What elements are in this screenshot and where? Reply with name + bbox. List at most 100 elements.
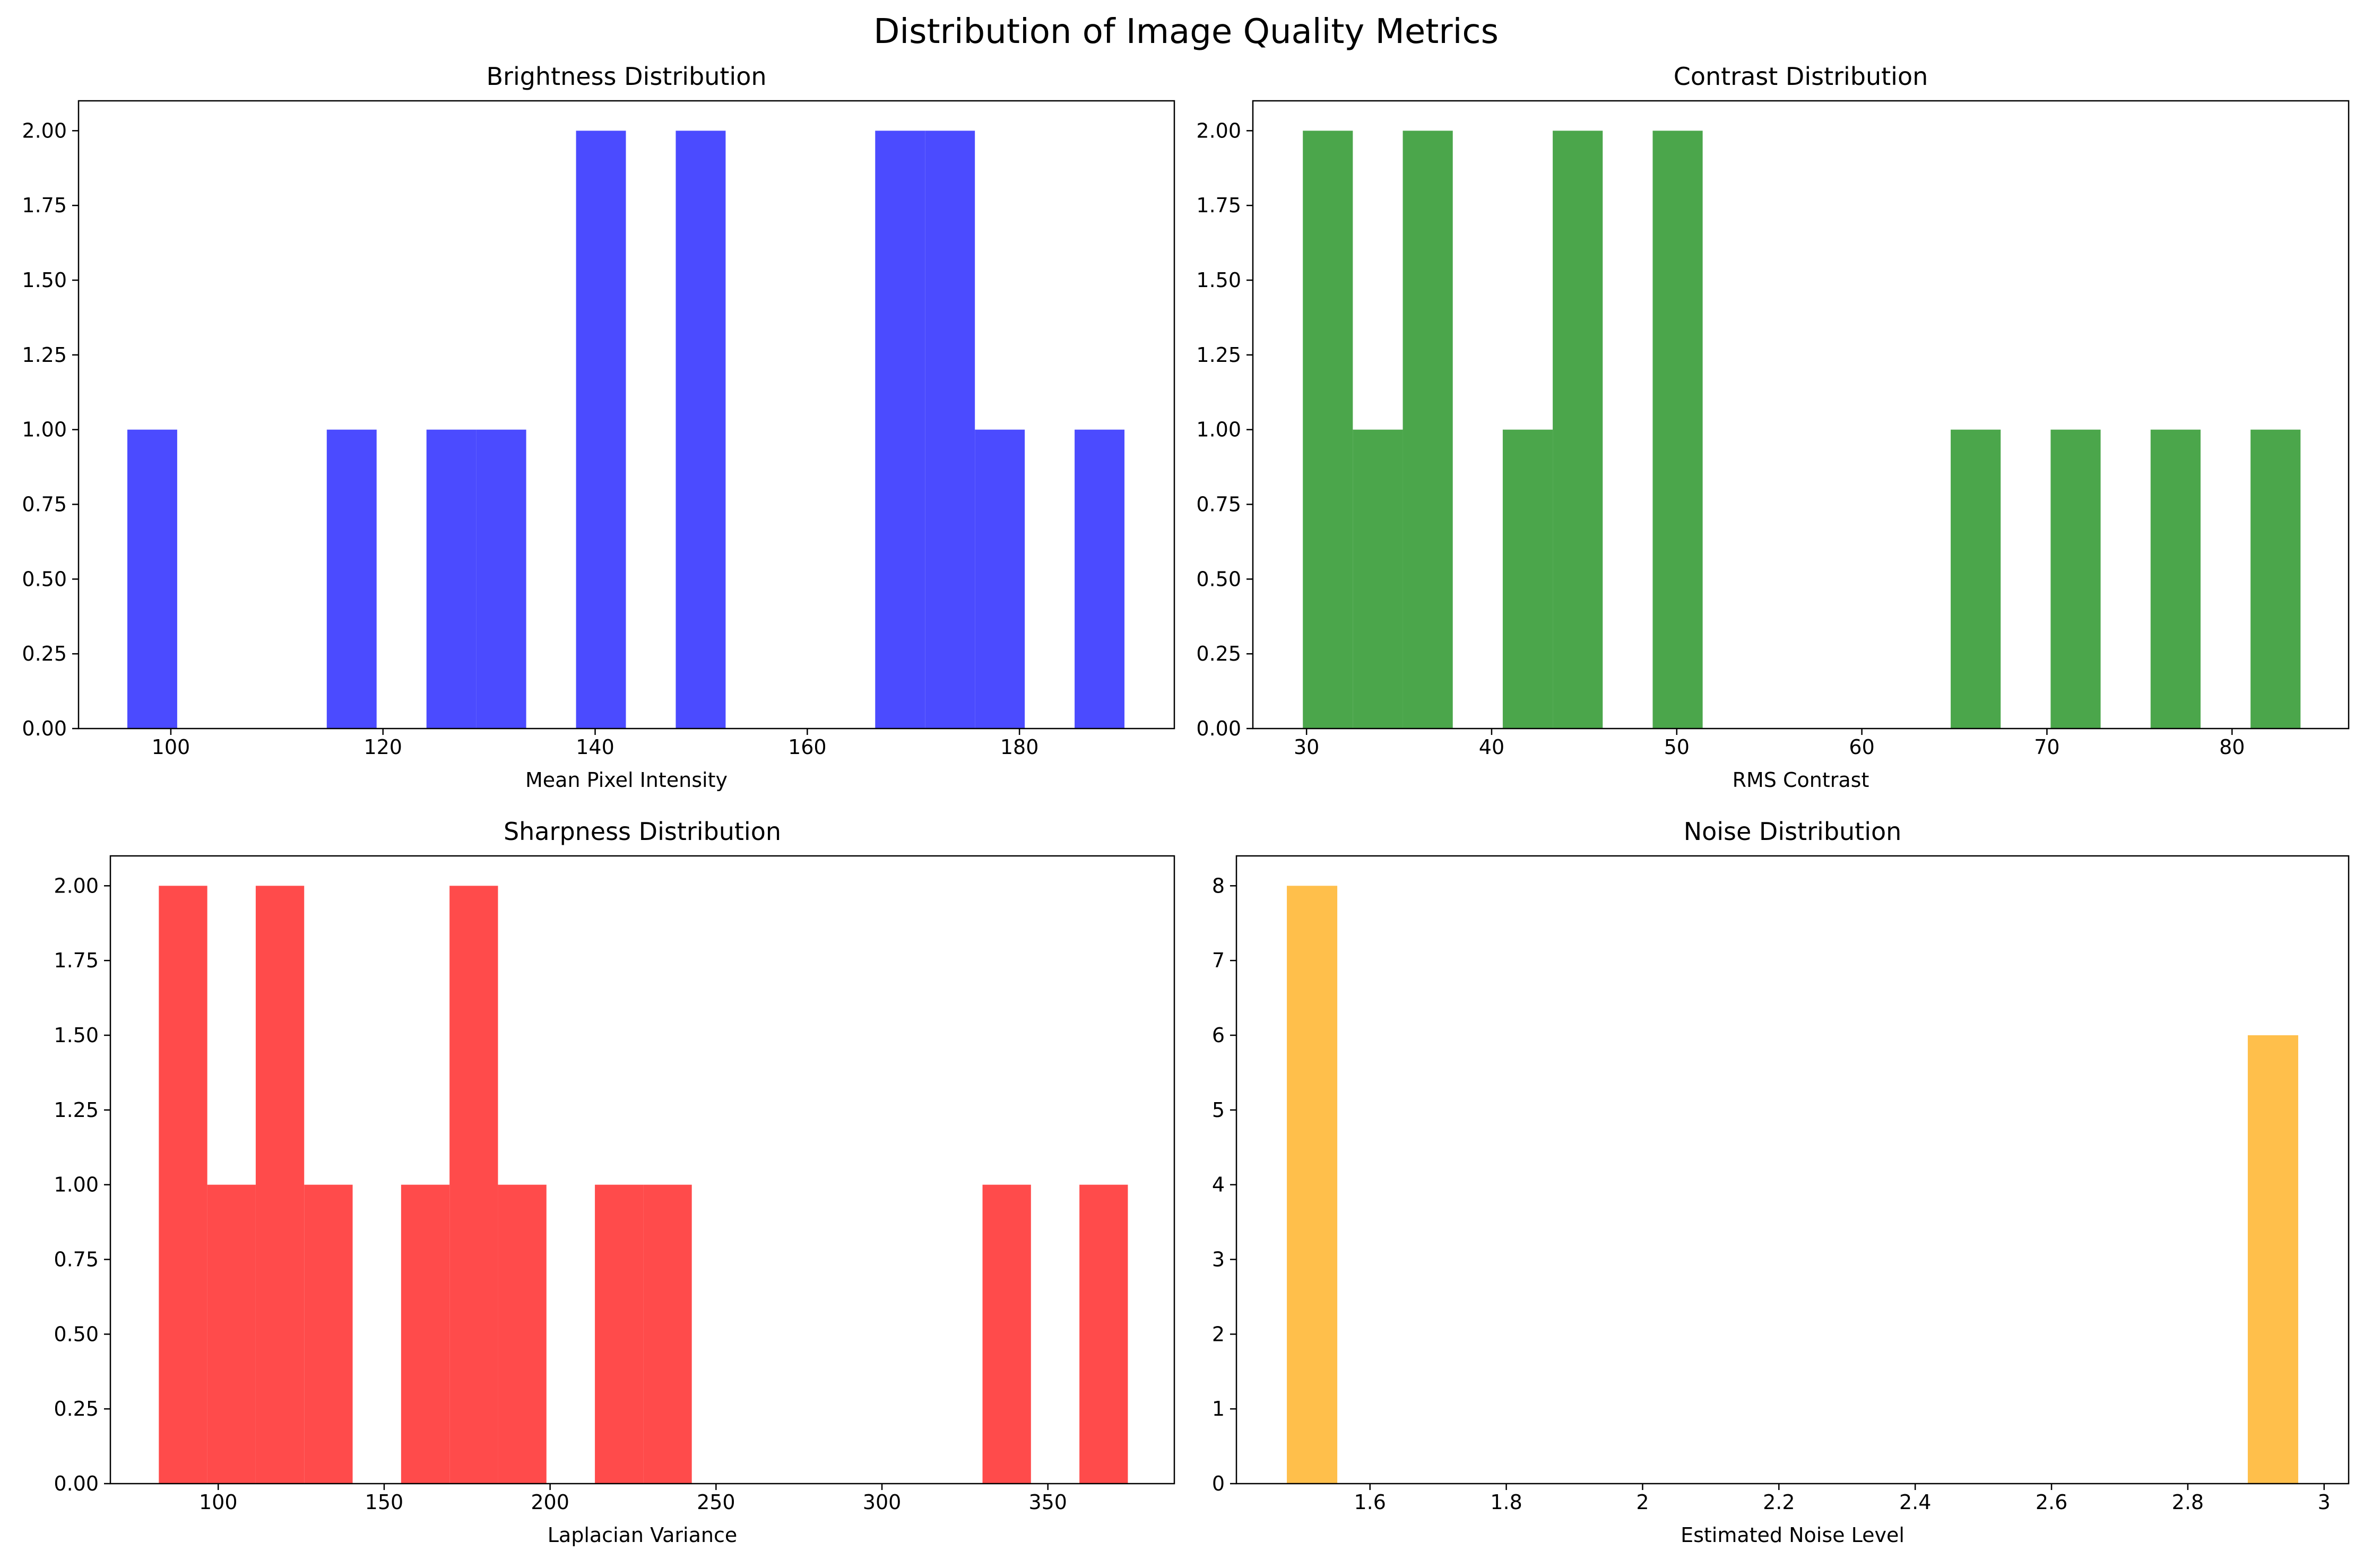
noise-xtick-label-6: 2.8 bbox=[2172, 1491, 2204, 1514]
contrast-bar-0 bbox=[1303, 131, 1353, 729]
noise-bar-1 bbox=[2247, 1035, 2298, 1484]
brightness-xlabel: Mean Pixel Intensity bbox=[525, 768, 728, 792]
sharpness-xtick-label-4: 300 bbox=[863, 1491, 902, 1514]
contrast-ytick-label-4: 1.00 bbox=[1196, 418, 1241, 441]
contrast-axes-frame bbox=[1252, 100, 2350, 730]
brightness-bar-9 bbox=[1075, 429, 1125, 729]
sharpness-ytick-label-3: 0.75 bbox=[54, 1248, 99, 1271]
brightness-ytick-label-1: 0.25 bbox=[22, 642, 67, 665]
contrast-xtick-label-2: 50 bbox=[1664, 735, 1690, 759]
brightness-title: Brightness Distribution bbox=[486, 62, 766, 91]
sharpness-ytick-label-0: 0.00 bbox=[54, 1472, 99, 1495]
noise-xtick-label-3: 2.2 bbox=[1763, 1491, 1795, 1514]
sharpness-xlabel: Laplacian Variance bbox=[548, 1523, 737, 1547]
contrast-bar-2 bbox=[1403, 131, 1453, 729]
sharpness-ytick-label-4: 1.00 bbox=[54, 1173, 99, 1197]
sharpness-bar-3 bbox=[304, 1184, 353, 1484]
contrast-bar-8 bbox=[2150, 429, 2201, 729]
contrast-ytick-label-7: 1.75 bbox=[1196, 194, 1241, 217]
contrast-ytick-label-3: 0.75 bbox=[1196, 493, 1241, 516]
noise-title: Noise Distribution bbox=[1684, 817, 1902, 846]
noise-ytick-label-0: 0 bbox=[1212, 1472, 1225, 1495]
noise-xtick-label-0: 1.6 bbox=[1354, 1491, 1386, 1514]
contrast-ytick-label-8: 2.00 bbox=[1196, 119, 1241, 142]
brightness-bar-6 bbox=[875, 131, 925, 729]
brightness-bar-2 bbox=[426, 429, 477, 729]
noise-axes-frame bbox=[1235, 855, 2350, 1485]
contrast-ytick-label-6: 1.50 bbox=[1196, 268, 1241, 292]
sharpness-ytick-label-2: 0.50 bbox=[54, 1322, 99, 1346]
noise-ytick-label-8: 8 bbox=[1212, 874, 1225, 897]
sharpness-bar-9 bbox=[982, 1184, 1031, 1484]
sharpness-panel: 100 150 200 250 300 350 0.00 0.25 0.50 0.75 1.00 1.… bbox=[54, 817, 1175, 1547]
brightness-panel: 100 120 140 160 180 0.00 0.25 0.50 0.75 1.00 1.25 1… bbox=[22, 62, 1175, 792]
brightness-ytick-label-8: 2.00 bbox=[22, 119, 67, 142]
noise-ytick-label-3: 3 bbox=[1212, 1248, 1225, 1271]
brightness-bar-1 bbox=[326, 429, 377, 729]
brightness-ytick-label-4: 1.00 bbox=[22, 418, 67, 441]
contrast-xtick-label-4: 70 bbox=[2034, 735, 2059, 759]
figure-title: Distribution of Image Quality Metrics bbox=[873, 12, 1499, 51]
sharpness-ytick-label-5: 1.25 bbox=[54, 1098, 99, 1122]
contrast-ytick-label-1: 0.25 bbox=[1196, 642, 1241, 665]
sharpness-bar-4 bbox=[401, 1184, 450, 1484]
noise-xlabel: Estimated Noise Level bbox=[1681, 1523, 1904, 1547]
brightness-bar-5 bbox=[676, 131, 726, 729]
contrast-xtick-label-1: 40 bbox=[1479, 735, 1504, 759]
noise-xtick-label-5: 2.6 bbox=[2036, 1491, 2067, 1514]
sharpness-axes-frame bbox=[109, 855, 1175, 1485]
brightness-xtick-label-0: 100 bbox=[152, 735, 191, 759]
contrast-ytick-label-0: 0.00 bbox=[1196, 717, 1241, 740]
contrast-xlabel: RMS Contrast bbox=[1733, 768, 1869, 792]
sharpness-bar-6 bbox=[498, 1184, 547, 1484]
brightness-xtick-label-1: 120 bbox=[363, 735, 402, 759]
brightness-ytick-label-3: 0.75 bbox=[22, 493, 67, 516]
noise-bar-0 bbox=[1287, 886, 1338, 1484]
brightness-bar-3 bbox=[476, 429, 526, 729]
brightness-ytick-label-5: 1.25 bbox=[22, 343, 67, 367]
brightness-bar-8 bbox=[975, 429, 1025, 729]
sharpness-bar-8 bbox=[643, 1184, 692, 1484]
noise-ytick-label-4: 4 bbox=[1212, 1173, 1225, 1197]
brightness-xtick-label-4: 180 bbox=[1000, 735, 1039, 759]
noise-ytick-label-6: 6 bbox=[1212, 1024, 1225, 1047]
brightness-bar-7 bbox=[925, 131, 975, 729]
brightness-ytick-label-6: 1.50 bbox=[22, 268, 67, 292]
sharpness-bar-10 bbox=[1079, 1184, 1128, 1484]
sharpness-bar-1 bbox=[207, 1184, 256, 1484]
brightness-xtick-label-3: 160 bbox=[788, 735, 827, 759]
brightness-bar-0 bbox=[127, 429, 177, 729]
contrast-xtick-label-3: 60 bbox=[1849, 735, 1874, 759]
sharpness-ytick-label-6: 1.50 bbox=[54, 1024, 99, 1047]
noise-xtick-label-4: 2.4 bbox=[1899, 1491, 1931, 1514]
brightness-bar-4 bbox=[576, 131, 626, 729]
sharpness-xtick-label-1: 150 bbox=[365, 1491, 404, 1514]
contrast-bar-4 bbox=[1553, 131, 1603, 729]
noise-ytick-label-5: 5 bbox=[1212, 1098, 1225, 1122]
sharpness-xtick-label-2: 200 bbox=[531, 1491, 569, 1514]
sharpness-bar-2 bbox=[255, 886, 305, 1484]
noise-ytick-label-2: 2 bbox=[1212, 1322, 1225, 1346]
noise-ytick-label-1: 1 bbox=[1212, 1397, 1225, 1420]
sharpness-title: Sharpness Distribution bbox=[504, 817, 781, 846]
contrast-bar-3 bbox=[1502, 429, 1553, 729]
contrast-bar-5 bbox=[1652, 131, 1703, 729]
contrast-title: Contrast Distribution bbox=[1674, 62, 1928, 91]
sharpness-ytick-label-1: 0.25 bbox=[54, 1397, 99, 1420]
brightness-xtick-label-2: 140 bbox=[576, 735, 614, 759]
noise-panel: 1.6 1.8 2 2.2 2.4 2.6 2.8 3 0 1 2 3 4 5 6 7 8 Noise Distr… bbox=[1212, 817, 2350, 1547]
sharpness-bar-0 bbox=[159, 886, 207, 1484]
noise-xtick-label-7: 3 bbox=[2318, 1491, 2331, 1514]
contrast-bar-6 bbox=[1951, 429, 2001, 729]
sharpness-ytick-label-7: 1.75 bbox=[54, 949, 99, 972]
contrast-ytick-label-5: 1.25 bbox=[1196, 343, 1241, 367]
contrast-bar-7 bbox=[2050, 429, 2101, 729]
brightness-ytick-label-2: 0.50 bbox=[22, 567, 67, 591]
sharpness-bar-5 bbox=[449, 886, 498, 1484]
contrast-bar-9 bbox=[2250, 429, 2301, 729]
noise-xtick-label-1: 1.8 bbox=[1490, 1491, 1522, 1514]
contrast-ytick-label-2: 0.50 bbox=[1196, 567, 1241, 591]
sharpness-xtick-label-3: 250 bbox=[697, 1491, 735, 1514]
contrast-panel: 30 40 50 60 70 80 0.00 0.25 0.50 0.75 1.00 1.25 1.50… bbox=[1196, 62, 2350, 792]
contrast-bar-1 bbox=[1353, 429, 1403, 729]
